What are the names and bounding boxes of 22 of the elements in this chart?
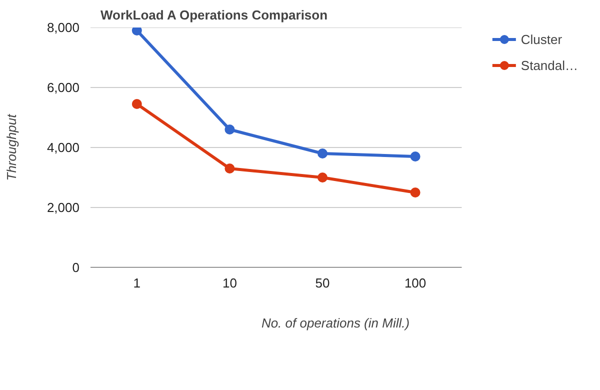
x-tick-label: 50 bbox=[315, 276, 330, 290]
y-tick-label: 0 bbox=[72, 260, 80, 275]
point bbox=[132, 28, 142, 36]
point bbox=[410, 152, 420, 162]
y-tick-label: 6,000 bbox=[46, 80, 80, 95]
y-tick-label: 2,000 bbox=[46, 200, 80, 215]
point bbox=[224, 124, 235, 134]
point bbox=[224, 164, 235, 174]
point bbox=[132, 99, 142, 109]
legend-label: Cluster bbox=[520, 32, 562, 46]
x-axis-title: No. of operations (in Mill.) bbox=[261, 316, 410, 330]
y-axis-title: Throughput bbox=[4, 112, 19, 181]
point bbox=[318, 172, 328, 182]
x-tick-label: 100 bbox=[404, 276, 426, 290]
x-tick-label: 1 bbox=[133, 276, 141, 290]
y-tick-label: 4,000 bbox=[46, 140, 80, 155]
point bbox=[318, 148, 328, 158]
legend-label: Standal… bbox=[520, 58, 578, 72]
y-tick-label: 8,000 bbox=[46, 20, 80, 35]
chart-title: WorkLoad A Operations Comparison bbox=[100, 8, 328, 22]
point bbox=[410, 188, 420, 198]
x-tick-label: 10 bbox=[222, 276, 237, 290]
